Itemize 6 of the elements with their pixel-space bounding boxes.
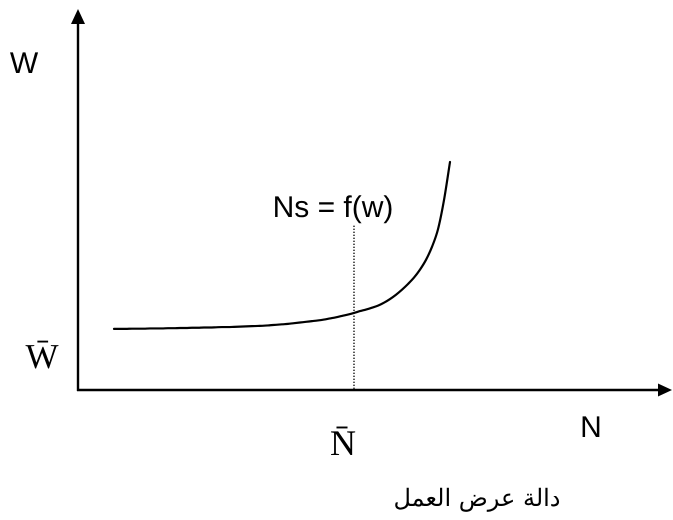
annotation: W̄ bbox=[25, 337, 59, 376]
series-label: Ns = f(w) bbox=[272, 191, 394, 224]
x-axis-title: N bbox=[580, 411, 602, 444]
annotation: دالة عرض العمل bbox=[394, 484, 560, 512]
annotation: N̄ bbox=[330, 423, 356, 463]
y-axis-title: W bbox=[10, 47, 38, 80]
